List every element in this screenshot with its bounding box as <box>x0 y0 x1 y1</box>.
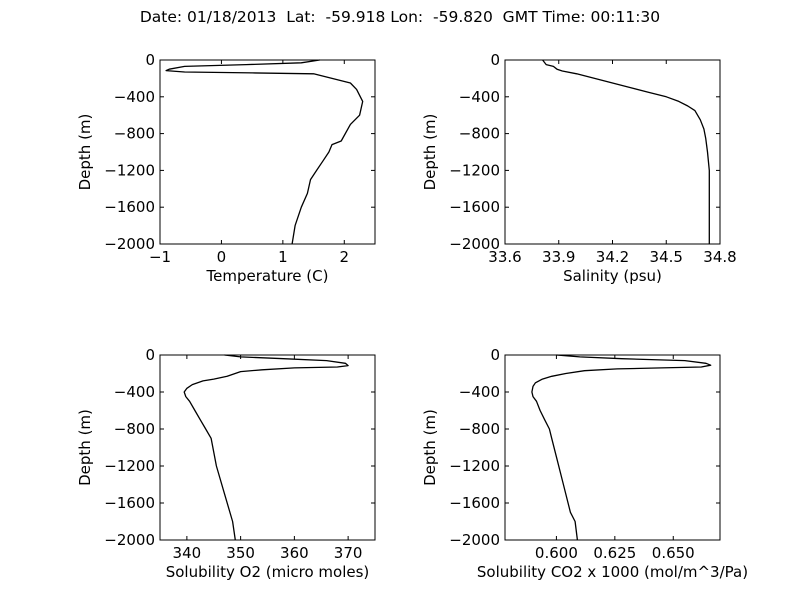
y-tick-label: −800 <box>114 125 155 143</box>
x-tick-label: 33.9 <box>542 248 575 266</box>
y-tick-label: −2000 <box>104 531 155 549</box>
x-tick-label: 370 <box>334 544 363 562</box>
y-axis-label: Depth (m) <box>76 114 94 191</box>
profile-line-3 <box>183 354 349 541</box>
y-tick-label: 0 <box>145 51 155 69</box>
y-tick-label: −400 <box>459 383 500 401</box>
y-tick-label: −1200 <box>104 161 155 179</box>
subplot-1: −1 0 1 2 0 −400 −800 −1200 −1600 −2000 Temperature… <box>76 51 376 285</box>
subplot-3: 340 350 360 370 0 −400 −800 −1200 −1600 −2000 Solu… <box>76 346 376 581</box>
y-tick-label: −2000 <box>449 235 500 253</box>
y-tick-label: −400 <box>114 88 155 106</box>
x-tick-label: 2 <box>340 248 350 266</box>
x-tick-label: 0.650 <box>652 544 695 562</box>
x-tick-label: 0 <box>217 248 227 266</box>
y-tick-label: −800 <box>459 125 500 143</box>
y-tick-label: −2000 <box>104 235 155 253</box>
x-tick-label: 34.8 <box>703 248 736 266</box>
x-tick-label: 360 <box>280 544 309 562</box>
y-tick-label: 0 <box>145 346 155 364</box>
x-axis-label: Salinity (psu) <box>563 267 662 285</box>
y-axis-label: Depth (m) <box>421 409 439 486</box>
y-tick-label: −1200 <box>449 457 500 475</box>
x-tick-label: 350 <box>226 544 255 562</box>
x-axis-label: Temperature (C) <box>206 267 329 285</box>
x-axis-label: Solubility CO2 x 1000 (mol/m^3/Pa) <box>477 563 748 581</box>
y-tick-label: −800 <box>459 420 500 438</box>
x-tick-label: 340 <box>173 544 202 562</box>
y-tick-label: −400 <box>459 88 500 106</box>
y-tick-label: −400 <box>114 383 155 401</box>
axes-frame <box>504 354 721 541</box>
x-tick-label: 0.600 <box>535 544 578 562</box>
y-tick-label: −1600 <box>449 198 500 216</box>
axes-frame <box>159 354 376 541</box>
profile-line-1 <box>165 59 364 245</box>
x-tick-label: 33.6 <box>488 248 521 266</box>
y-tick-label: −1200 <box>104 457 155 475</box>
x-tick-label: 0.625 <box>593 544 636 562</box>
y-tick-label: −2000 <box>449 531 500 549</box>
y-tick-label: 0 <box>490 51 500 69</box>
axes-frame <box>504 59 721 245</box>
x-axis-label: Solubility O2 (micro moles) <box>166 563 370 581</box>
x-tick-label: 1 <box>278 248 288 266</box>
x-tick-label: 34.5 <box>650 248 683 266</box>
y-axis-label: Depth (m) <box>76 409 94 486</box>
x-tick-label: −1 <box>149 248 171 266</box>
y-tick-label: 0 <box>490 346 500 364</box>
profile-line-4 <box>531 354 712 541</box>
subplot-2: 33.6 33.9 34.2 34.5 34.8 0 −400 −800 −1200 −1600 −… <box>421 51 737 285</box>
y-tick-label: −1200 <box>449 161 500 179</box>
subplot-4: 0.600 0.625 0.650 0 −400 −800 −1200 −1600 −2000 S… <box>421 346 748 581</box>
y-tick-label: −1600 <box>104 494 155 512</box>
profile-line-2 <box>542 59 710 244</box>
y-tick-label: −1600 <box>104 198 155 216</box>
y-axis-label: Depth (m) <box>421 114 439 191</box>
y-tick-label: −800 <box>114 420 155 438</box>
x-tick-label: 34.2 <box>596 248 629 266</box>
axes-frame <box>159 59 376 245</box>
figure-title: Date: 01/18/2013 Lat: -59.918 Lon: -59.8… <box>139 8 661 26</box>
y-tick-label: −1600 <box>449 494 500 512</box>
